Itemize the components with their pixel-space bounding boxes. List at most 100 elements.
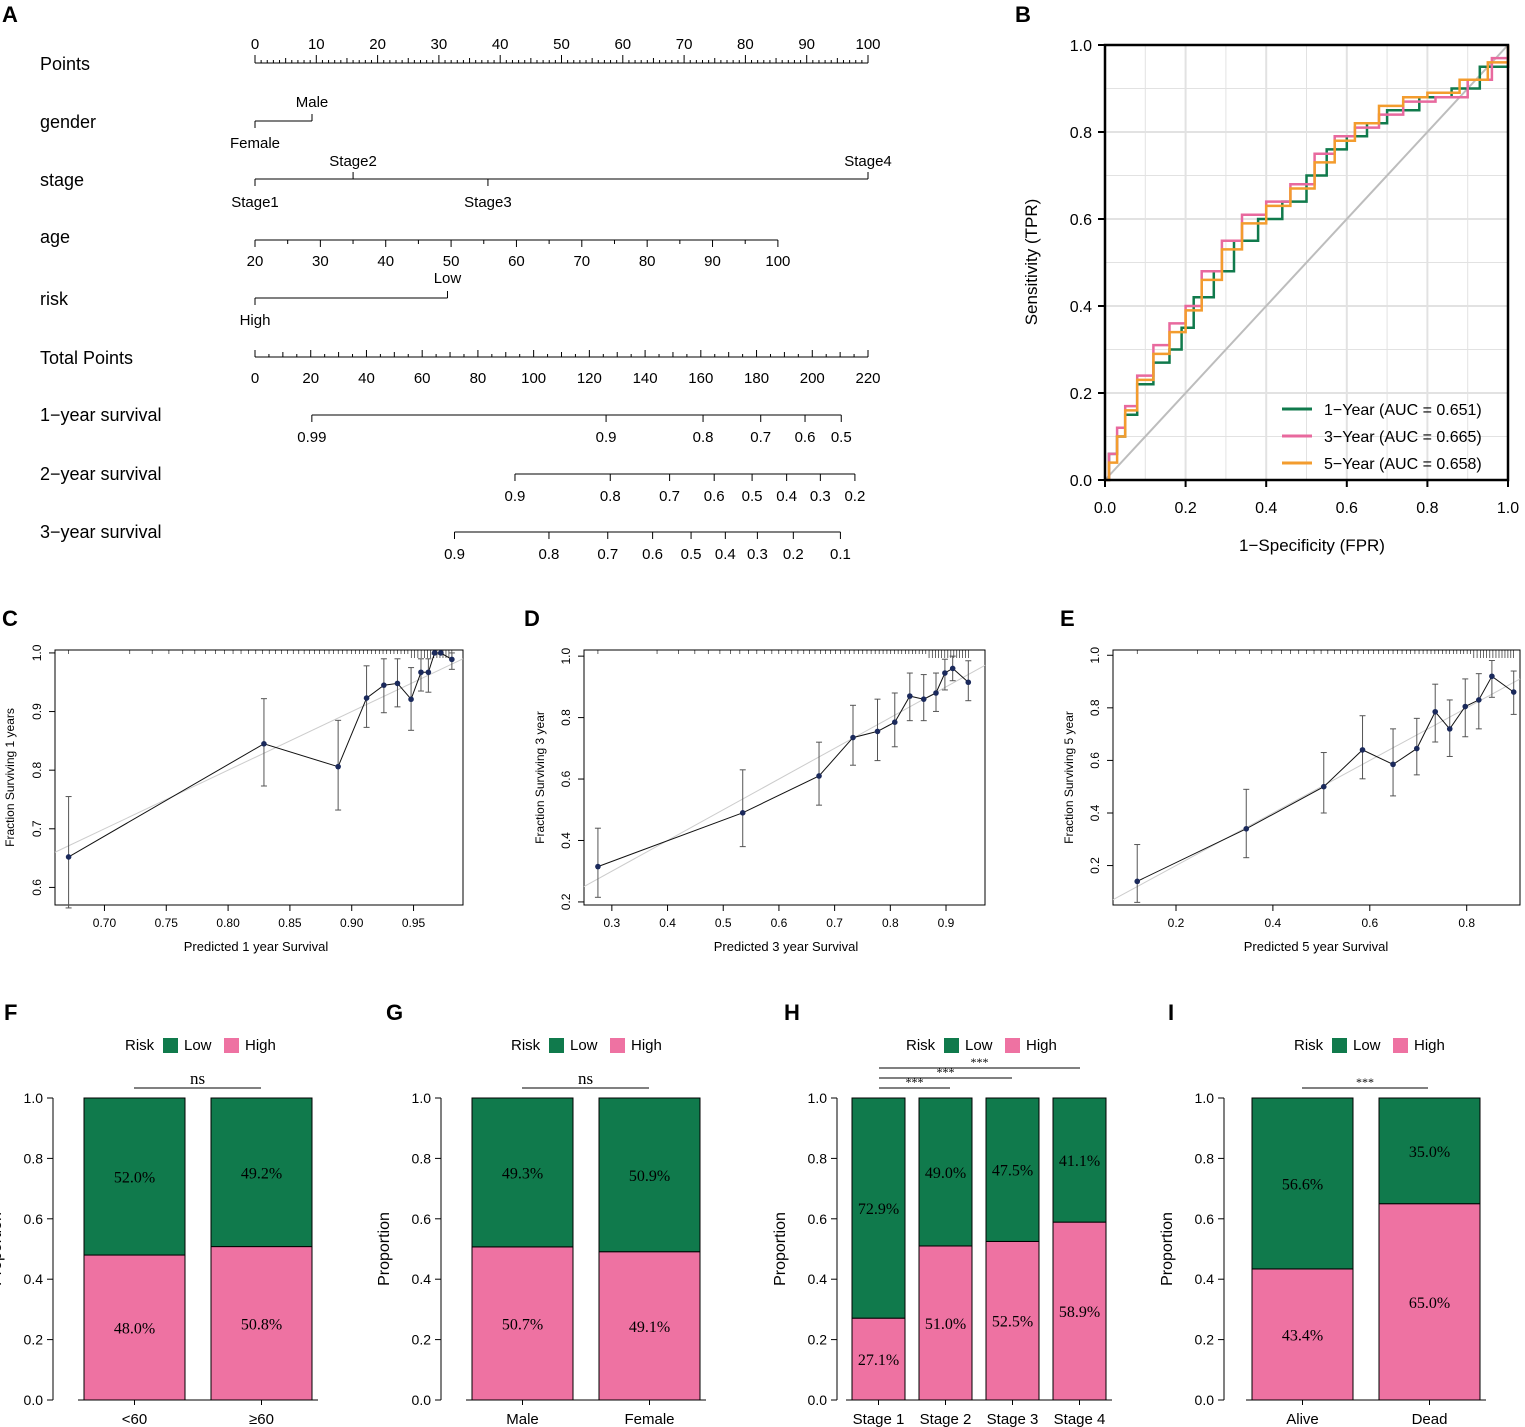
bar-segment-low <box>985 1097 1040 1242</box>
roc-x-axis-label: 1−Specificity (FPR) <box>1239 536 1385 555</box>
risk-label-low: Low <box>434 270 462 287</box>
bar-y-axis-label: Proportion <box>772 1212 789 1286</box>
roc-y-tick-label: 1.0 <box>1070 38 1092 55</box>
calib-x-axis-label: Predicted 1 year Survival <box>184 939 329 954</box>
calibration-panel-5y: 0.2 0.4 0.6 0.8 0.2 0.4 0.6 0.8 1.0 Predicted 5 y… <box>1062 647 1521 954</box>
survival-2y-tick-label: 0.9 <box>505 488 526 505</box>
bar-value-label-low: 41.1% <box>1059 1153 1100 1170</box>
points-tick-label: 0 <box>251 36 259 53</box>
bar-x-tick-label: Stage 2 <box>920 1411 972 1427</box>
bar-value-label-high: 50.7% <box>502 1316 543 1333</box>
bar-segment-high <box>1251 1268 1354 1401</box>
bar-y-tick-label: 0.0 <box>24 1392 44 1408</box>
calib-x-tick-label: 0.6 <box>1361 916 1378 930</box>
calib-frame <box>54 649 464 906</box>
bar-panel-age: Risk Low High 0.0 0.2 0.4 0.6 0.8 1.0 Proportion 5… <box>0 1037 318 1427</box>
bar-comparison-label: *** <box>937 1065 955 1079</box>
calib-point <box>1462 703 1469 710</box>
age-tick-label: 70 <box>573 253 590 270</box>
panel-letter-E: E <box>1060 606 1075 631</box>
bar-value-label-high: 52.5% <box>992 1314 1033 1331</box>
survival-1y-tick-label: 0.99 <box>297 429 326 446</box>
gender-label-male: Male <box>296 94 329 111</box>
calib-x-tick-label: 0.7 <box>826 916 843 930</box>
calib-line <box>1136 675 1514 882</box>
bar-value-label-high: 51.0% <box>925 1316 966 1333</box>
bar-x-tick-label: Female <box>624 1411 674 1427</box>
calib-point <box>949 665 956 672</box>
calib-point <box>850 734 856 741</box>
gender-label-female: Female <box>230 135 280 152</box>
nomogram-panel: Points gender stage age risk Total Points 1−ye… <box>40 36 892 563</box>
calib-point <box>907 693 913 699</box>
bar-value-label-high: 58.9% <box>1059 1304 1100 1321</box>
bar-segment-high <box>918 1245 973 1401</box>
row-label-total-points: Total Points <box>40 348 133 368</box>
calib-x-tick-label: 0.70 <box>93 916 117 930</box>
bar-value-label-high: 48.0% <box>114 1321 155 1338</box>
calib-y-tick-label: 0.6 <box>30 879 44 896</box>
total-points-tick-label: 160 <box>688 370 713 387</box>
survival-2y-tick-label: 0.7 <box>659 488 680 505</box>
bar-panel-gender: Risk Low High 0.0 0.2 0.4 0.6 0.8 1.0 Proportion 4… <box>376 1037 706 1427</box>
points-tick-label: 10 <box>308 36 325 53</box>
points-tick-label: 40 <box>492 36 509 53</box>
bar-y-tick-label: 0.8 <box>1195 1150 1215 1166</box>
bar-legend-title: Risk <box>1294 1037 1324 1054</box>
bar-x-tick-label: Male <box>506 1411 539 1427</box>
calib-point <box>933 690 939 696</box>
bar-y-tick-label: 0.4 <box>412 1271 432 1287</box>
bar-y-tick-label: 0.2 <box>412 1332 432 1348</box>
bar-value-label-high: 50.8% <box>241 1316 282 1333</box>
calib-point <box>1489 673 1495 680</box>
bar-x-tick-label: Stage 4 <box>1054 1411 1106 1427</box>
survival-1y-tick-label: 0.5 <box>831 429 852 446</box>
age-tick-label: 50 <box>443 253 460 270</box>
survival-1y-tick-label: 0.6 <box>795 429 816 446</box>
survival-3y-tick-label: 0.7 <box>597 546 618 563</box>
calib-y-tick-label: 0.4 <box>559 832 573 849</box>
survival-3y-tick-label: 0.4 <box>715 546 736 563</box>
stage-label-stage3: Stage3 <box>464 194 512 211</box>
bar-segment-low <box>210 1097 313 1248</box>
survival-3y-tick-label: 0.1 <box>830 546 851 563</box>
age-tick-label: 90 <box>704 253 721 270</box>
calib-x-tick-label: 0.85 <box>278 916 302 930</box>
row-label-stage: stage <box>40 170 84 190</box>
bar-segment-high <box>985 1240 1040 1401</box>
calib-y-axis-label: Fraction Surviving 1 years <box>3 708 17 847</box>
row-label-1-year-survival: 1−year survival <box>40 405 162 425</box>
bar-legend-label-low: Low <box>184 1037 212 1054</box>
stage-label-stage2: Stage2 <box>329 153 377 170</box>
calib-point <box>408 696 414 703</box>
calib-x-tick-label: 0.3 <box>604 916 621 930</box>
bar-y-tick-label: 0.4 <box>24 1271 44 1287</box>
age-tick-label: 100 <box>765 253 790 270</box>
bar-legend-swatch-high <box>1005 1038 1020 1053</box>
bar-value-label-low: 50.9% <box>629 1168 670 1185</box>
roc-x-tick-label: 0.8 <box>1416 500 1438 517</box>
panel-letter-F: F <box>4 1000 17 1025</box>
bar-comparison-label: ns <box>190 1069 205 1088</box>
calib-line <box>597 667 969 868</box>
calib-point <box>1243 825 1250 832</box>
bar-legend-title: Risk <box>906 1037 936 1054</box>
total-points-tick-label: 80 <box>470 370 487 387</box>
age-tick-label: 60 <box>508 253 525 270</box>
points-tick-label: 60 <box>614 36 631 53</box>
survival-2y-tick-label: 0.3 <box>810 488 831 505</box>
roc-y-tick-label: 0.4 <box>1070 299 1092 316</box>
calib-y-tick-label: 1.0 <box>559 647 573 664</box>
survival-1y-tick-label: 0.8 <box>693 429 714 446</box>
calib-y-tick-label: 1.0 <box>1088 647 1102 664</box>
points-tick-label: 100 <box>855 36 880 53</box>
total-points-tick-label: 180 <box>744 370 769 387</box>
bar-panel-status: Risk Low High 0.0 0.2 0.4 0.6 0.8 1.0 Proportion 5… <box>1159 1037 1486 1427</box>
bar-panel-stage: Risk Low High 0.0 0.2 0.4 0.6 0.8 1.0 Proportion 7… <box>772 1037 1112 1427</box>
calib-point <box>920 696 927 702</box>
survival-3y-tick-label: 0.3 <box>747 546 768 563</box>
bar-segment-low <box>1378 1097 1481 1205</box>
row-label-2-year-survival: 2−year survival <box>40 464 162 484</box>
bar-y-tick-label: 0.8 <box>24 1150 44 1166</box>
panel-letter-I: I <box>1168 1000 1174 1025</box>
